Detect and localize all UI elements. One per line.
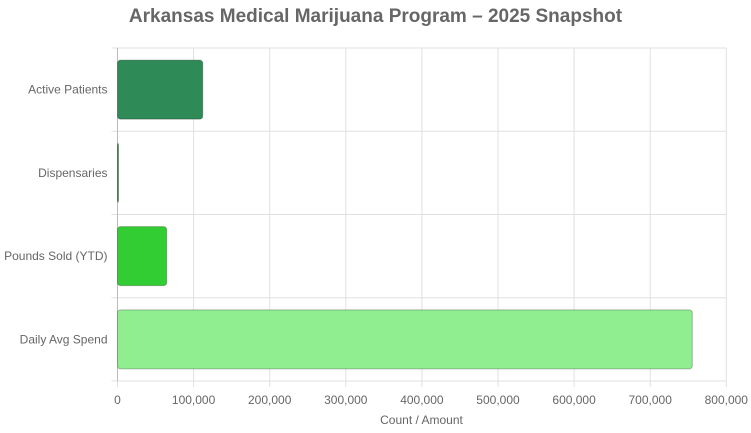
bar-dispensaries — [117, 142, 119, 203]
bar-pounds-sold-ytd- — [117, 226, 168, 287]
x-tick-label: 300,000 — [324, 393, 368, 407]
x-tick-label: 700,000 — [629, 393, 673, 407]
x-tick-label: 0 — [114, 393, 121, 407]
y-tick-label: Dispensaries — [38, 166, 107, 180]
x-tick-label: 800,000 — [705, 393, 749, 407]
bar-active-patients — [117, 59, 204, 120]
y-tick-label: Pounds Sold (YTD) — [4, 249, 107, 263]
bar-daily-avg-spend — [117, 309, 693, 370]
chart-title: Arkansas Medical Marijuana Program – 202… — [128, 6, 623, 27]
x-tick-label: 100,000 — [172, 393, 216, 407]
x-axis-label: Count / Amount — [380, 413, 463, 427]
y-tick-label: Active Patients — [28, 83, 107, 97]
x-tick-label: 200,000 — [248, 393, 292, 407]
x-tick-label: 500,000 — [476, 393, 520, 407]
x-tick-label: 400,000 — [400, 393, 444, 407]
y-tick-label: Daily Avg Spend — [20, 332, 108, 346]
x-tick-label: 600,000 — [552, 393, 596, 407]
